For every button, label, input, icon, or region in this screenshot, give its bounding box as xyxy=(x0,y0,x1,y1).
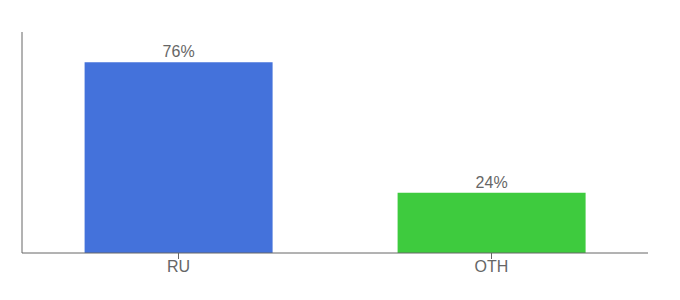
svg-text:RU: RU xyxy=(167,258,190,275)
svg-text:OTH: OTH xyxy=(475,258,509,275)
svg-text:24%: 24% xyxy=(476,174,508,191)
svg-text:76%: 76% xyxy=(163,43,195,60)
